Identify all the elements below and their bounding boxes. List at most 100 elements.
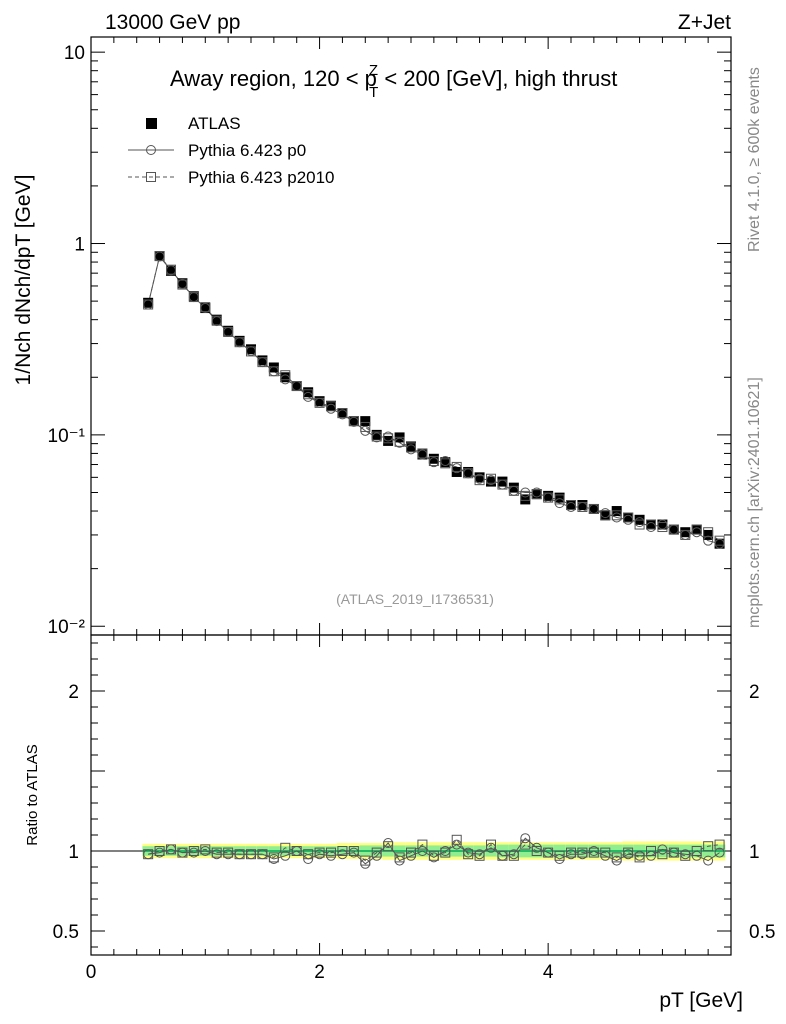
energy-label: 13000 GeV pp: [105, 11, 240, 34]
ratio-axis-title: Ratio to ATLAS: [24, 744, 41, 845]
data-point-p2010: [680, 529, 691, 540]
data-point-p2010: [634, 519, 645, 530]
mcplots-label: mcplots.cern.ch [arXiv:2401.10621]: [746, 377, 763, 628]
ratio-point-p2010: [303, 849, 314, 860]
y-tick-label: 10⁻²: [48, 617, 86, 638]
data-point-atlas: [646, 519, 656, 530]
data-point-p2010: [291, 381, 302, 392]
ratio-point-p2010: [280, 842, 291, 853]
data-point-p2010: [691, 524, 702, 535]
data-point-atlas: [703, 529, 714, 540]
data-point-p2010: [486, 473, 496, 484]
data-point-atlas: [417, 449, 428, 460]
data-point-p2010: [543, 492, 554, 503]
ratio-point-p2010: [531, 846, 542, 856]
data-point-p2010: [611, 510, 622, 521]
data-point-atlas: [657, 519, 668, 530]
data-point-atlas: [291, 381, 302, 392]
data-point-atlas: [371, 429, 382, 440]
data-point-p2010: [177, 279, 188, 290]
ratio-point-p2010: [474, 850, 485, 861]
ratio-point-p2010: [554, 850, 565, 861]
ratio-point-p2010: [371, 847, 382, 858]
ratio-point-p2010: [291, 846, 302, 856]
data-point-atlas: [680, 527, 691, 538]
ratio-point-p2010: [463, 849, 474, 860]
data-point-p2010: [554, 494, 565, 505]
ratio-point-p0: [280, 850, 291, 861]
rivet-label: Rivet 4.1.0, ≥ 600k events: [746, 67, 763, 252]
data-point-atlas: [268, 362, 279, 373]
data-point-atlas: [486, 476, 496, 487]
data-point-atlas: [314, 396, 325, 407]
ratio-panel: [90, 634, 732, 956]
data-point-p2010: [200, 302, 211, 313]
ratio-tick-label-right: 1: [749, 842, 760, 863]
plot-title: Away region, 120 < pZ T < 200 [GeV], high…: [170, 62, 617, 101]
ratio-point-p2010: [348, 846, 359, 856]
data-point-p2010: [451, 461, 462, 472]
data-point-atlas: [520, 494, 531, 505]
ratio-line-p2010: [148, 839, 720, 862]
data-point-p2010: [280, 370, 291, 381]
data-point-p2010: [463, 468, 474, 479]
x-tick-label: 0: [86, 962, 97, 983]
data-point-atlas: [257, 355, 268, 366]
data-point-p2010: [646, 519, 656, 530]
ratio-point-p2010: [497, 850, 508, 861]
data-point-atlas: [200, 303, 211, 314]
ratio-point-p2010: [154, 846, 165, 856]
ratio-tick-label-right: 0.5: [749, 922, 775, 943]
ratio-point-p2010: [680, 850, 691, 861]
legend-label-p0: Pythia 6.423 p0: [188, 141, 306, 160]
data-point-p2010: [623, 512, 634, 523]
data-point-p2010: [714, 535, 725, 546]
data-point-atlas: [554, 492, 565, 503]
data-point-atlas: [360, 416, 371, 427]
ratio-point-p2010: [691, 846, 702, 856]
data-point-p2010: [508, 485, 519, 496]
data-point-p2010: [440, 458, 451, 469]
data-point-p2010: [657, 522, 668, 533]
ratio-point-p2010: [566, 847, 576, 858]
ratio-point-p2010: [383, 841, 394, 852]
ratio-point-p2010: [211, 847, 222, 858]
ratio-frame-border: [90, 634, 732, 956]
data-point-p2010: [531, 489, 542, 500]
data-point-p2010: [383, 433, 394, 444]
legend-label-p2010: Pythia 6.423 p2010: [188, 168, 335, 187]
data-point-atlas: [714, 538, 725, 549]
data-point-p2010: [588, 503, 599, 514]
legend-marker-p0: [146, 145, 156, 155]
ratio-point-p2010: [360, 855, 371, 866]
data-point-p2010: [303, 389, 314, 400]
main-panel: [90, 36, 732, 636]
data-point-p2010: [154, 251, 165, 262]
series-line-p0: [147, 255, 720, 545]
ratio-point-p2010: [177, 847, 188, 858]
ratio-point-p2010: [428, 850, 439, 861]
data-point-p2010: [257, 357, 268, 368]
ratio-point-p2010: [417, 839, 428, 850]
ratio-point-p2010: [520, 839, 531, 850]
data-point-atlas: [600, 510, 611, 521]
data-point-p2010: [337, 408, 348, 419]
data-point-p2010: [566, 500, 576, 511]
ratio-point-p0: [520, 833, 531, 844]
ratio-point-p2010: [714, 839, 725, 850]
ratio-point-p2010: [440, 847, 451, 858]
series-line-p2010: [147, 254, 720, 542]
data-point-p2010: [188, 292, 199, 303]
ratio-point-p2010: [268, 852, 279, 863]
y-tick-label: 10⁻¹: [48, 426, 86, 447]
x-axis-title: pT [GeV]: [659, 989, 743, 1012]
data-point-atlas: [234, 335, 245, 346]
data-point-p2010: [520, 490, 531, 501]
data-point-p2010: [360, 421, 371, 432]
data-point-atlas: [691, 524, 702, 535]
ratio-point-p2010: [600, 847, 611, 858]
data-point-p2010: [326, 401, 336, 412]
data-point-p2010: [314, 397, 325, 408]
ratio-point-p2010: [246, 849, 256, 860]
